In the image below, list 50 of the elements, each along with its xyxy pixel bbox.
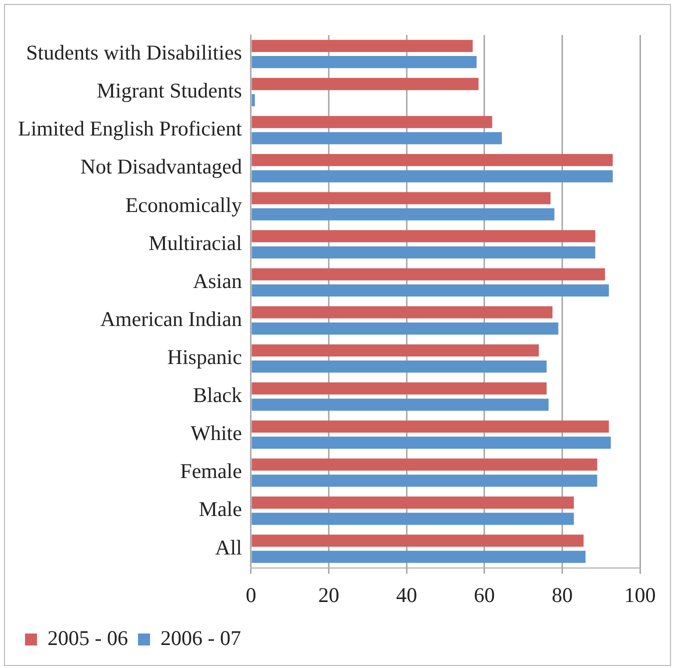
bar [252, 268, 605, 280]
bar [252, 496, 574, 509]
x-tick-label: 100 [624, 582, 656, 607]
bar [252, 116, 492, 128]
bar [252, 208, 554, 220]
x-tick-label: 80 [552, 582, 573, 607]
y-tick-label: Not Disadvantaged [80, 154, 242, 179]
bar [252, 458, 598, 471]
y-tick-label: Female [180, 459, 242, 484]
bar [252, 40, 473, 52]
y-tick-label: Male [198, 497, 242, 522]
bar [252, 344, 539, 356]
bar [252, 360, 547, 373]
bar [252, 246, 596, 258]
bar [252, 306, 552, 318]
y-tick-label: Asian [192, 268, 242, 293]
bar [252, 192, 551, 204]
bar [252, 132, 502, 144]
y-tick-label: White [190, 421, 242, 446]
bar [252, 94, 255, 106]
bar [252, 284, 609, 297]
y-tick-label: All [215, 535, 242, 560]
x-tick-label: 60 [474, 582, 495, 607]
x-tick-label: 20 [318, 582, 340, 607]
bar [252, 230, 596, 242]
bar [252, 436, 611, 449]
bar [252, 154, 613, 166]
bar [252, 398, 549, 411]
y-tick-label: Multiracial [148, 230, 242, 255]
y-tick-label: Hispanic [167, 345, 242, 369]
y-tick-label: Migrant Students [96, 78, 242, 103]
bar [252, 534, 584, 547]
bar [252, 550, 586, 563]
bar [252, 512, 574, 525]
x-tick-label: 40 [396, 582, 418, 607]
legend-label: 2006 - 07 [160, 626, 241, 650]
bar [252, 170, 613, 182]
bar [252, 474, 598, 487]
legend-label: 2005 - 06 [48, 626, 128, 650]
y-tick-label: Economically [125, 192, 242, 217]
y-tick-label: Limited English Proficient [18, 116, 242, 141]
bar [252, 382, 547, 395]
bar [252, 420, 609, 433]
y-tick-label: American Indian [100, 306, 242, 331]
bar [252, 322, 558, 335]
y-tick-label: Black [192, 383, 242, 408]
y-tick-label: Students with Disabilities [26, 40, 242, 65]
bar [252, 56, 477, 68]
bar [252, 78, 479, 90]
x-tick-label: 0 [246, 582, 256, 607]
